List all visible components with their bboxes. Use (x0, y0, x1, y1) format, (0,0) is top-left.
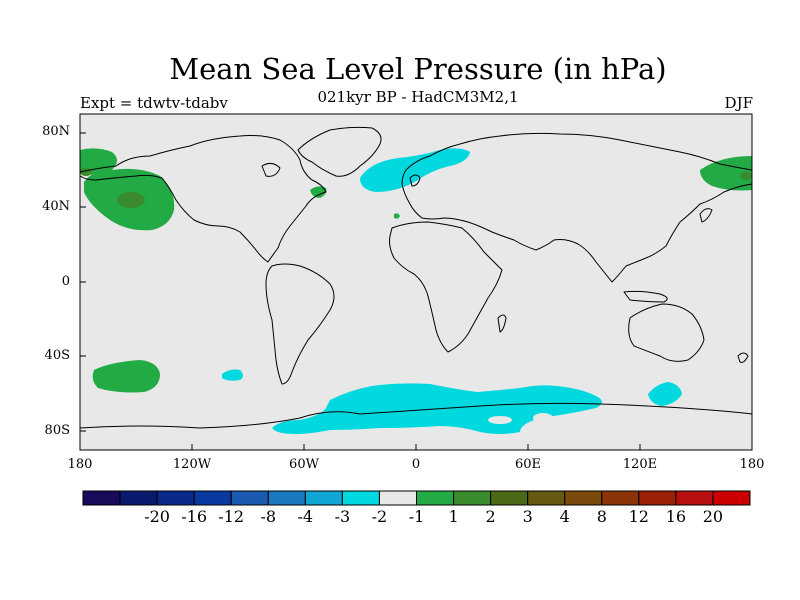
colorbar (82, 490, 751, 506)
colorbar-tick-label: 8 (596, 507, 607, 526)
colorbar-tick-label: 2 (485, 507, 496, 526)
coastline-antarctica (79, 402, 753, 429)
colorbar-tick-label: -1 (408, 507, 425, 526)
colorbar-tick-label: 3 (522, 507, 533, 526)
lon-label-60w: 60W (289, 457, 319, 472)
colorbar-tick-label: -20 (144, 507, 170, 526)
lat-label-80n: 80N (42, 124, 70, 139)
lon-label-180e: 180 (739, 457, 765, 472)
coastline-south-america (265, 263, 335, 385)
colorbar-tick-label: 16 (665, 507, 687, 526)
lon-label-60e: 60E (514, 457, 542, 472)
map-title: Mean Sea Level Pressure (in hPa) (169, 52, 667, 86)
coastline-hudson-bay (261, 162, 281, 177)
anomaly-hole-2 (488, 416, 512, 424)
colorbar-swatch (416, 490, 455, 506)
south-pacific-anomaly (92, 360, 160, 393)
coastline-new-zealand (737, 352, 749, 363)
colorbar-swatch (601, 490, 640, 506)
colorbar-swatch (675, 490, 714, 506)
colorbar-tick-label: -12 (218, 507, 245, 526)
coastline-indonesia (623, 290, 668, 303)
colorbar-swatch (230, 490, 269, 506)
colorbar-swatch (527, 490, 566, 506)
colorbar-tick-label: 20 (702, 507, 724, 526)
colorbar-swatch (453, 490, 492, 506)
southern-ocean-holes (488, 413, 553, 424)
coastline-uk (409, 174, 421, 187)
south-atlantic-anomaly (222, 369, 243, 381)
colorbar-tick-label: 1 (448, 507, 459, 526)
colorbar-tick-label: -2 (371, 507, 388, 526)
colorbar-swatch (82, 490, 121, 506)
colorbar-tick-label: 12 (628, 507, 649, 526)
colorbar-tick-label: -8 (260, 507, 277, 526)
coastline-north-america (79, 135, 327, 263)
colorbar-tick-label: 4 (559, 507, 570, 526)
map-ticks (80, 132, 641, 450)
indian-ocean-south-anomaly (648, 382, 682, 406)
colorbar-swatch (638, 490, 677, 506)
lon-label-180w: 180 (67, 457, 93, 472)
lat-label-0: 0 (61, 274, 70, 289)
bering-core-east (740, 172, 752, 180)
colorbar-swatch (193, 490, 232, 506)
map-subtitle: 021kyr BP - HadCM3M2,1 (317, 88, 519, 106)
coastlines (79, 126, 753, 429)
atlantic-small-anomaly (394, 213, 400, 219)
coastline-eurasia (401, 132, 753, 283)
bering-anomaly-west (80, 148, 117, 175)
experiment-label: Expt = tdwtv-tdabv (80, 94, 228, 112)
coastline-africa (389, 221, 503, 353)
lat-label-40s: 40S (44, 348, 70, 363)
colorbar-swatch (267, 490, 306, 506)
coastline-japan (699, 208, 713, 223)
lat-label-40n: 40N (42, 199, 70, 214)
greenland-sea-anomaly (432, 151, 452, 166)
coastline-madagascar (497, 314, 507, 333)
lon-label-0: 0 (411, 457, 421, 472)
colorbar-tick-label: -3 (334, 507, 351, 526)
coastline-australia (628, 303, 705, 362)
colorbar-swatch (156, 490, 195, 506)
strong-positive-anomaly-regions (80, 168, 752, 208)
colorbar-swatch (564, 490, 603, 506)
newfoundland-anomaly (310, 186, 327, 198)
colorbar-tick-label: -4 (297, 507, 314, 526)
lon-label-120e: 120E (622, 457, 658, 472)
anomaly-hole-1 (533, 413, 553, 423)
colorbar-swatch (378, 490, 418, 506)
season-label: DJF (724, 94, 753, 112)
colorbar-swatch (490, 490, 529, 506)
coastline-greenland (297, 126, 382, 177)
north-pacific-core (117, 192, 145, 208)
lat-label-80s: 80S (44, 423, 70, 438)
bering-anomaly-east (700, 156, 752, 191)
colorbar-tick-label: -16 (181, 507, 208, 526)
lon-label-120w: 120W (172, 457, 212, 472)
colorbar-swatch (304, 490, 343, 506)
colorbar-swatch (341, 490, 380, 506)
colorbar-swatch (119, 490, 158, 506)
colorbar-swatch (712, 490, 751, 506)
